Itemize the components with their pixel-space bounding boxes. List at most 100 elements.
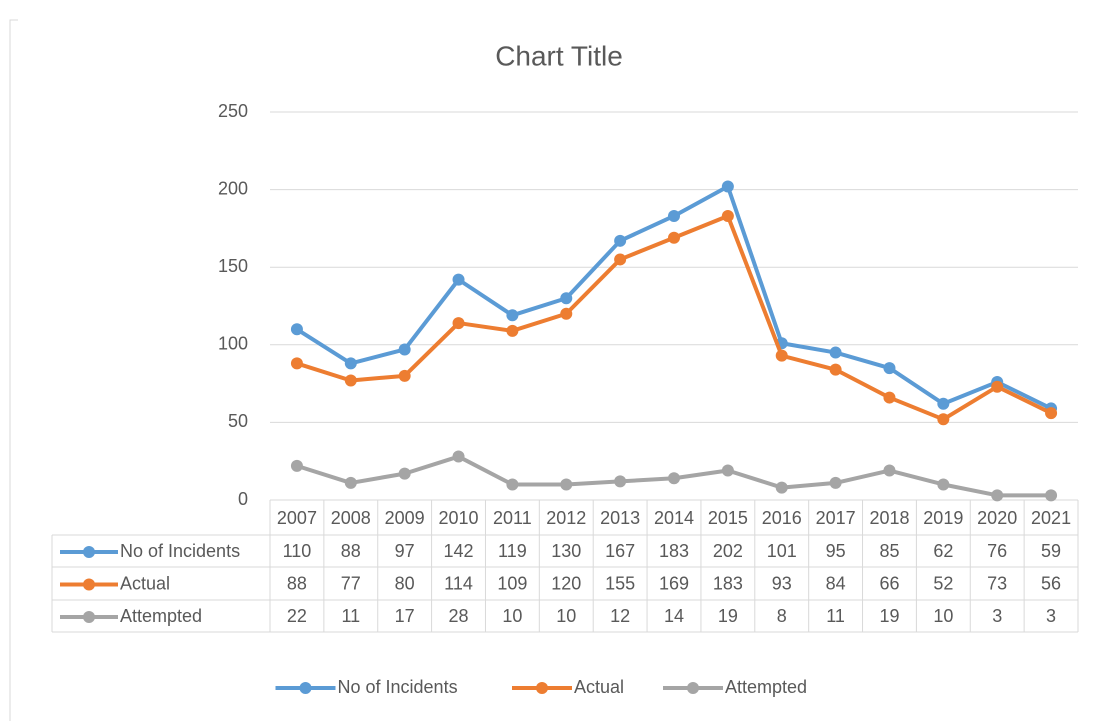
- table-cell: 183: [713, 573, 743, 593]
- legend-marker: [83, 611, 95, 623]
- table-cell: 110: [283, 541, 312, 561]
- marker: [290, 459, 303, 472]
- table-cell: 10: [502, 606, 522, 626]
- x-tick-label: 2009: [385, 508, 425, 528]
- table-cell: 59: [1041, 541, 1061, 561]
- chart-title: Chart Title: [495, 40, 623, 71]
- marker: [290, 357, 303, 370]
- marker: [614, 475, 627, 488]
- table-cell: 52: [933, 573, 953, 593]
- y-tick-label: 100: [218, 334, 248, 354]
- table-cell: 202: [713, 541, 743, 561]
- x-tick-label: 2020: [977, 508, 1017, 528]
- table-cell: 84: [826, 573, 846, 593]
- marker: [829, 363, 842, 376]
- table-cell: 119: [498, 541, 527, 561]
- table-cell: 88: [287, 573, 307, 593]
- y-tick-label: 200: [218, 178, 248, 198]
- x-tick-label: 2018: [869, 508, 909, 528]
- marker: [452, 450, 465, 463]
- table-cell: 66: [879, 573, 899, 593]
- table-cell: 85: [879, 541, 899, 561]
- marker: [721, 180, 734, 193]
- table-cell: 3: [1046, 606, 1056, 626]
- marker: [883, 362, 896, 375]
- table-cell: 8: [777, 606, 787, 626]
- table-series-name: Actual: [120, 573, 170, 593]
- marker: [506, 324, 519, 337]
- x-tick-label: 2021: [1031, 508, 1071, 528]
- table-cell: 169: [659, 573, 689, 593]
- marker: [829, 476, 842, 489]
- table-cell: 97: [395, 541, 415, 561]
- table-cell: 183: [659, 541, 689, 561]
- x-tick-label: 2017: [816, 508, 856, 528]
- x-tick-label: 2016: [762, 508, 802, 528]
- x-tick-label: 2010: [439, 508, 479, 528]
- marker: [668, 231, 680, 244]
- table-cell: 155: [605, 573, 635, 593]
- x-tick-label: 2019: [923, 508, 963, 528]
- legend-label: No of Incidents: [338, 677, 458, 697]
- table-cell: 19: [879, 606, 899, 626]
- marker: [721, 464, 734, 477]
- table-cell: 22: [287, 606, 307, 626]
- marker: [344, 374, 357, 387]
- y-tick-label: 150: [218, 256, 248, 276]
- marker: [506, 478, 519, 491]
- marker: [614, 253, 627, 266]
- marker: [829, 346, 842, 359]
- legend-label: Attempted: [725, 677, 807, 697]
- table-cell: 95: [826, 541, 846, 561]
- table-cell: 73: [987, 573, 1007, 593]
- x-tick-label: 2012: [546, 508, 586, 528]
- table-cell: 12: [610, 606, 630, 626]
- y-tick-label: 250: [218, 101, 248, 121]
- table-cell: 11: [826, 606, 845, 626]
- marker: [991, 489, 1004, 502]
- marker: [614, 234, 627, 247]
- table-cell: 120: [551, 573, 581, 593]
- legend-marker: [687, 682, 699, 694]
- table-cell: 109: [497, 573, 527, 593]
- table-cell: 80: [395, 573, 415, 593]
- marker: [883, 391, 896, 404]
- marker: [452, 273, 465, 286]
- x-tick-label: 2014: [654, 508, 694, 528]
- marker: [668, 209, 680, 222]
- marker: [560, 307, 573, 320]
- x-tick-label: 2011: [493, 508, 532, 528]
- y-tick-label: 0: [238, 489, 248, 509]
- marker: [1045, 407, 1058, 420]
- table-cell: 10: [933, 606, 953, 626]
- table-cell: 10: [556, 606, 576, 626]
- x-tick-label: 2015: [708, 508, 748, 528]
- marker: [775, 349, 788, 362]
- marker: [937, 397, 950, 410]
- marker: [937, 413, 950, 426]
- legend-marker: [83, 578, 95, 591]
- table-cell: 76: [987, 541, 1007, 561]
- table-cell: 130: [551, 541, 581, 561]
- table-cell: 101: [767, 541, 797, 561]
- marker: [290, 323, 303, 336]
- table-cell: 62: [933, 541, 953, 561]
- marker: [937, 478, 950, 491]
- marker: [506, 309, 519, 322]
- table-cell: 77: [341, 573, 361, 593]
- marker: [398, 343, 411, 356]
- x-tick-label: 2007: [277, 508, 317, 528]
- table-cell: 11: [341, 606, 360, 626]
- series-line: [296, 213, 1052, 422]
- x-tick-label: 2013: [600, 508, 640, 528]
- table-cell: 88: [341, 541, 361, 561]
- legend-marker: [299, 682, 312, 694]
- table-cell: 19: [718, 606, 738, 626]
- table-cell: 142: [444, 541, 474, 561]
- marker: [1045, 489, 1058, 502]
- marker: [452, 317, 465, 330]
- table-cell: 28: [449, 606, 469, 626]
- table-cell: 167: [605, 541, 635, 561]
- x-tick-label: 2008: [331, 508, 371, 528]
